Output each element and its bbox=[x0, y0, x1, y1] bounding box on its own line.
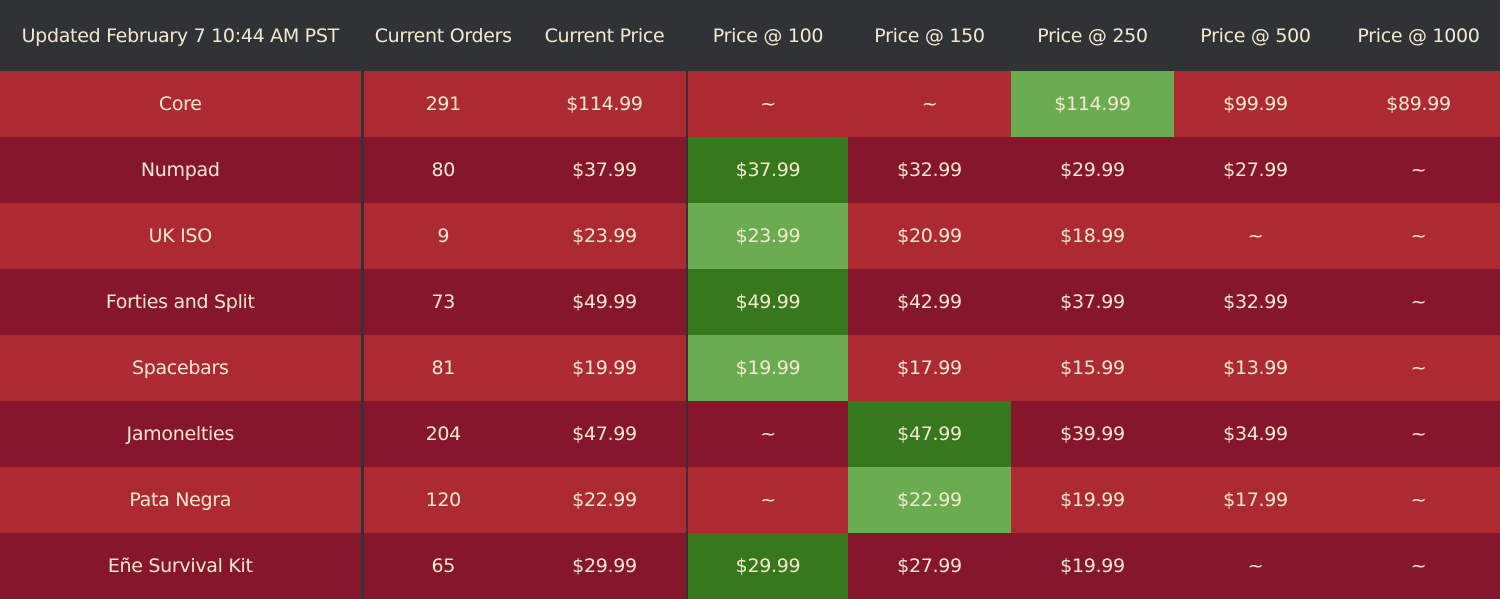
price-tier-1000: $89.99 bbox=[1337, 71, 1500, 137]
column-header-price-500: Price @ 500 bbox=[1174, 0, 1337, 71]
product-name: Jamonelties bbox=[0, 401, 364, 467]
price-tier-500: $27.99 bbox=[1174, 137, 1337, 203]
table-row: Forties and Split 73 $49.99 $49.99 $42.99 $37… bbox=[0, 269, 1500, 335]
current-price: $23.99 bbox=[523, 203, 688, 269]
current-orders: 120 bbox=[362, 467, 523, 533]
price-tier-100: $29.99 bbox=[687, 533, 848, 599]
current-orders: 291 bbox=[362, 71, 523, 137]
header-row: Updated February 7 10:44 AM PST Current … bbox=[0, 0, 1500, 71]
product-name: Spacebars bbox=[0, 335, 364, 401]
price-tier-150: $17.99 bbox=[848, 335, 1011, 401]
price-tier-250: $18.99 bbox=[1011, 203, 1174, 269]
current-price: $29.99 bbox=[523, 533, 688, 599]
price-tier-150: $20.99 bbox=[848, 203, 1011, 269]
table-row: Core 291 $114.99 ~ ~ $114.99 $99.99 $89.99 bbox=[0, 71, 1500, 137]
current-orders: 81 bbox=[362, 335, 523, 401]
price-tier-100: ~ bbox=[687, 467, 848, 533]
current-orders: 80 bbox=[362, 137, 523, 203]
table-row: Spacebars 81 $19.99 $19.99 $17.99 $15.99 $13.9… bbox=[0, 335, 1500, 401]
current-price: $47.99 bbox=[523, 401, 688, 467]
price-tier-250: $19.99 bbox=[1011, 533, 1174, 599]
price-tier-1000: ~ bbox=[1337, 203, 1500, 269]
price-tier-150: $27.99 bbox=[848, 533, 1011, 599]
price-tier-150: $42.99 bbox=[848, 269, 1011, 335]
price-tier-1000: ~ bbox=[1337, 401, 1500, 467]
column-header-price-100: Price @ 100 bbox=[687, 0, 848, 71]
price-tier-100: $23.99 bbox=[687, 203, 848, 269]
price-tier-500: $17.99 bbox=[1174, 467, 1337, 533]
price-tier-1000: ~ bbox=[1337, 467, 1500, 533]
price-tier-250: $29.99 bbox=[1011, 137, 1174, 203]
updated-timestamp: Updated February 7 10:44 AM PST bbox=[0, 0, 364, 71]
price-tier-100: $19.99 bbox=[687, 335, 848, 401]
price-tier-150: $22.99 bbox=[848, 467, 1011, 533]
current-orders: 204 bbox=[362, 401, 523, 467]
price-tier-100: $49.99 bbox=[687, 269, 848, 335]
column-header-price-1000: Price @ 1000 bbox=[1337, 0, 1500, 71]
product-name: Pata Negra bbox=[0, 467, 364, 533]
price-tier-1000: ~ bbox=[1337, 335, 1500, 401]
price-tier-500: $32.99 bbox=[1174, 269, 1337, 335]
column-header-current-price: Current Price bbox=[523, 0, 688, 71]
price-tier-500: ~ bbox=[1174, 533, 1337, 599]
current-orders: 65 bbox=[362, 533, 523, 599]
price-tier-500: $34.99 bbox=[1174, 401, 1337, 467]
column-header-price-250: Price @ 250 bbox=[1011, 0, 1174, 71]
current-orders: 9 bbox=[362, 203, 523, 269]
price-tier-100: $37.99 bbox=[687, 137, 848, 203]
column-header-current-orders: Current Orders bbox=[362, 0, 523, 71]
current-price: $19.99 bbox=[523, 335, 688, 401]
table-row: Eñe Survival Kit 65 $29.99 $29.99 $27.99 $19.… bbox=[0, 533, 1500, 599]
price-tier-1000: ~ bbox=[1337, 269, 1500, 335]
table-row: Jamonelties 204 $47.99 ~ $47.99 $39.99 $34.99 ~ bbox=[0, 401, 1500, 467]
price-tier-100: ~ bbox=[687, 401, 848, 467]
price-tier-500: $13.99 bbox=[1174, 335, 1337, 401]
product-name: Core bbox=[0, 71, 364, 137]
price-tier-500: $99.99 bbox=[1174, 71, 1337, 137]
price-tier-250: $19.99 bbox=[1011, 467, 1174, 533]
price-tier-150: $47.99 bbox=[848, 401, 1011, 467]
price-tier-150: ~ bbox=[848, 71, 1011, 137]
current-price: $37.99 bbox=[523, 137, 688, 203]
price-tier-1000: ~ bbox=[1337, 137, 1500, 203]
current-price: $114.99 bbox=[523, 71, 688, 137]
table-row: Numpad 80 $37.99 $37.99 $32.99 $29.99 $27.99 ~ bbox=[0, 137, 1500, 203]
product-name: UK ISO bbox=[0, 203, 364, 269]
price-tier-500: ~ bbox=[1174, 203, 1337, 269]
table-row: UK ISO 9 $23.99 $23.99 $20.99 $18.99 ~ ~ bbox=[0, 203, 1500, 269]
price-tier-250: $114.99 bbox=[1011, 71, 1174, 137]
current-price: $49.99 bbox=[523, 269, 688, 335]
price-tier-1000: ~ bbox=[1337, 533, 1500, 599]
product-name: Eñe Survival Kit bbox=[0, 533, 364, 599]
current-orders: 73 bbox=[362, 269, 523, 335]
price-tier-250: $39.99 bbox=[1011, 401, 1174, 467]
price-tier-250: $37.99 bbox=[1011, 269, 1174, 335]
product-name: Numpad bbox=[0, 137, 364, 203]
column-header-price-150: Price @ 150 bbox=[848, 0, 1011, 71]
current-price: $22.99 bbox=[523, 467, 688, 533]
price-tier-250: $15.99 bbox=[1011, 335, 1174, 401]
table-row: Pata Negra 120 $22.99 ~ $22.99 $19.99 $17.99 ~ bbox=[0, 467, 1500, 533]
product-name: Forties and Split bbox=[0, 269, 364, 335]
price-tier-100: ~ bbox=[687, 71, 848, 137]
price-tier-150: $32.99 bbox=[848, 137, 1011, 203]
